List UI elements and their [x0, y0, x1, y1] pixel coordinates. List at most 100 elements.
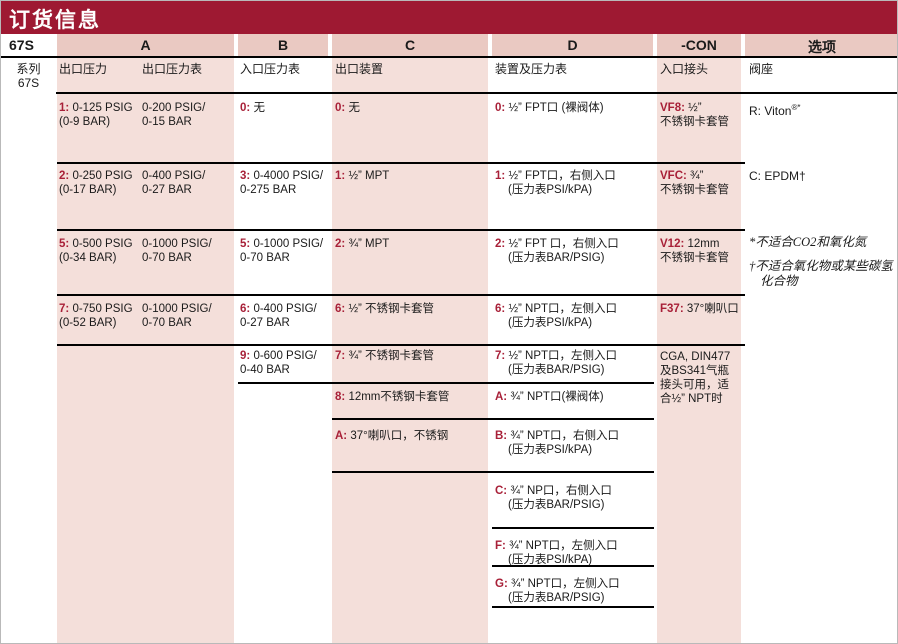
option-code: 9:: [240, 350, 251, 362]
option-code: A:: [335, 430, 348, 442]
option-text: ¾” 不锈钢卡套管: [348, 350, 435, 362]
gauge-text: 0-400 PSIG/: [142, 170, 206, 182]
divider-row2: [57, 229, 745, 231]
option-subtext: 0-27 BAR: [240, 317, 290, 329]
divider-header: [1, 56, 897, 58]
divider-row5: [238, 382, 654, 384]
option-text: ½” MPT: [348, 170, 390, 182]
footnote-2: †不适合氧化物或某些碳氢 化合物: [749, 259, 897, 288]
option-text: 0-1000 PSIG/: [253, 238, 324, 250]
option-text: 0-400 PSIG/: [253, 303, 317, 315]
option-text: 0-600 PSIG/: [253, 350, 317, 362]
option-code: 8:: [335, 391, 346, 403]
col-header-a: A: [140, 37, 151, 53]
option-subtext: (压力表BAR/PSIG): [508, 364, 605, 376]
option-subtext: (压力表BAR/PSIG): [508, 592, 605, 604]
divider-row8: [492, 527, 654, 529]
option-text: ½” NPT口，左侧入口: [508, 303, 618, 315]
option-subtext: (压力表PSI/kPA): [508, 554, 593, 566]
divider-row6: [332, 418, 654, 420]
cell-a1: 1: 0-125 PSIG (0-9 BAR): [59, 101, 143, 129]
option-code: VFC:: [660, 170, 687, 182]
cell-c3: 2: ¾” MPT: [335, 237, 487, 251]
column-a-band: [57, 58, 234, 643]
option-text: 0-250 PSIG: [72, 170, 133, 182]
option-subtext: 0-70 BAR: [240, 252, 290, 264]
gauge-text: 0-200 PSIG/: [142, 102, 206, 114]
option-text: ¾” NPT口，左侧入口: [509, 540, 618, 552]
cell-c2: 1: ½” MPT: [335, 169, 487, 183]
option-code: A:: [495, 391, 508, 403]
gauge-subtext: 0-27 BAR: [142, 184, 192, 196]
option-code: 5:: [59, 238, 70, 250]
option-code: R:: [749, 104, 761, 118]
cell-d9: F: ¾” NPT口，左侧入口 (压力表PSI/kPA): [495, 539, 653, 567]
option-subtext: 不锈钢卡套管: [660, 116, 729, 128]
cell-a2-gauge: 0-400 PSIG/ 0-27 BAR: [142, 169, 232, 197]
opt-viton: R: Viton®*: [749, 101, 895, 118]
option-text: 0-750 PSIG: [72, 303, 133, 315]
footnote-2-line2: 化合物: [760, 273, 798, 288]
divider-subheader: [56, 92, 897, 94]
option-code: C:: [495, 485, 508, 497]
header-strip-con: [657, 34, 741, 57]
divider-row10: [492, 606, 654, 608]
cell-con2: VFC: ¾” 不锈钢卡套管: [660, 169, 740, 197]
subheader-inlet-gauge: 入口压力表: [240, 62, 301, 76]
option-subtext: 不锈钢卡套管: [660, 184, 729, 196]
cell-con3: V12: 12mm 不锈钢卡套管: [660, 237, 740, 265]
footnote-2-line1: †不适合氧化物或某些碳氢: [749, 259, 893, 273]
cell-a3: 5: 0-500 PSIG (0-34 BAR): [59, 237, 143, 265]
option-text: 0-125 PSIG: [72, 102, 133, 114]
option-text: ½” FPT 口，右侧入口: [508, 238, 619, 250]
subheader-series-line1: 系列: [16, 62, 41, 76]
cell-c4: 6: ½” 不锈钢卡套管: [335, 302, 487, 316]
cell-b2: 3: 0-4000 PSIG/ 0-275 BAR: [240, 169, 328, 197]
cell-c7: A: 37°喇叭口，不锈钢: [335, 429, 487, 443]
option-code: V12:: [660, 238, 685, 250]
subheader-series: 系列 67S: [1, 62, 56, 90]
gauge-text: 0-1000 PSIG/: [142, 238, 212, 250]
option-code: 6:: [240, 303, 251, 315]
cell-d8: C: ¾” NP口，右侧入口 (压力表BAR/PSIG): [495, 484, 653, 512]
cell-a4: 7: 0-750 PSIG (0-52 BAR): [59, 302, 143, 330]
option-subtext: (压力表BAR/PSIG): [508, 252, 605, 264]
subheader-outlet-gauge: 出口压力表: [142, 62, 203, 76]
option-text: Viton: [764, 104, 792, 118]
col-header-c: C: [404, 37, 416, 53]
option-text: ¾”: [690, 170, 704, 182]
option-code: F37:: [660, 303, 684, 315]
option-text: ½” 不锈钢卡套管: [348, 303, 435, 315]
opt-epdm: C: EPDM†: [749, 169, 895, 183]
option-subtext: (压力表PSI/kPA): [508, 184, 593, 196]
cell-d6: A: ¾” NPT口(裸阀体): [495, 390, 653, 404]
option-code: 2:: [59, 170, 70, 182]
option-code: 0:: [495, 102, 506, 114]
option-text: ¾” NPT口，左侧入口: [510, 578, 620, 590]
cell-d10: G: ¾” NPT口，左侧入口 (压力表BAR/PSIG): [495, 577, 653, 605]
option-text: ½” FPT口 (裸阀体): [508, 102, 604, 114]
option-text: 37°喇叭口: [686, 303, 739, 315]
option-text: 无: [348, 102, 360, 114]
option-code: 1:: [335, 170, 346, 182]
option-code: 7:: [335, 350, 346, 362]
cell-c1: 0: 无: [335, 101, 487, 115]
cell-c6: 8: 12mm不锈钢卡套管: [335, 390, 487, 404]
subheader-series-line2: 67S: [17, 76, 40, 90]
option-subtext: 不锈钢卡套管: [660, 252, 729, 264]
option-text: 12mm: [687, 238, 720, 250]
option-subtext: 0-40 BAR: [240, 364, 290, 376]
option-code: C:: [749, 169, 761, 183]
col-header-options: 选项: [808, 39, 836, 55]
cell-a2: 2: 0-250 PSIG (0-17 BAR): [59, 169, 143, 197]
cell-d3: 2: ½” FPT 口，右侧入口 (压力表BAR/PSIG): [495, 237, 653, 265]
option-text: 0-500 PSIG: [72, 238, 133, 250]
divider-row9: [492, 565, 654, 567]
option-text: ½” FPT口，右侧入口: [508, 170, 616, 182]
cell-d2: 1: ½” FPT口，右侧入口 (压力表PSI/kPA): [495, 169, 653, 197]
subheader-inlet-connection: 入口接头: [660, 62, 709, 76]
option-text: 12mm不锈钢卡套管: [348, 391, 450, 403]
option-code: 7:: [495, 350, 506, 362]
title-bar: 订货信息: [1, 1, 897, 34]
